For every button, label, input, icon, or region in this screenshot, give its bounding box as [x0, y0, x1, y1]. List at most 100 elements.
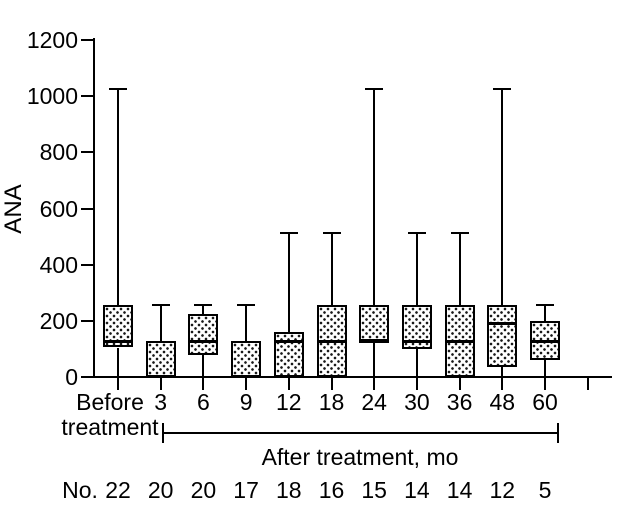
x-axis-tick	[159, 377, 162, 390]
x-axis-tick	[415, 377, 418, 390]
whisker-cap	[151, 304, 170, 307]
box	[103, 305, 133, 348]
whisker-line-lower	[373, 341, 376, 377]
x-category-label-line: 48	[489, 389, 516, 415]
y-axis-tick	[81, 95, 94, 98]
box	[188, 313, 219, 355]
median-line	[273, 339, 304, 343]
x-axis-tick	[458, 377, 461, 390]
whisker-cap	[194, 304, 213, 307]
x-category-label: 18	[307, 390, 357, 415]
whisker-line	[415, 233, 418, 306]
median-line	[103, 339, 133, 343]
median-line	[316, 339, 347, 343]
y-axis-tick	[81, 376, 94, 378]
y-tick-label: 1200	[26, 27, 78, 53]
x-category-label: 48	[477, 390, 527, 415]
x-axis-tick	[287, 377, 290, 390]
whisker-line-lower	[544, 360, 546, 377]
x-category-label-line: 24	[361, 389, 387, 415]
x-category-label-line: 30	[404, 389, 430, 415]
whisker-line	[202, 305, 205, 314]
y-axis-tick	[81, 39, 94, 41]
y-tick-label: 400	[39, 251, 78, 278]
box	[487, 305, 518, 368]
x-category-label: 12	[264, 390, 314, 415]
x-axis-tick	[330, 377, 333, 390]
box	[145, 341, 176, 377]
count-value: 5	[538, 477, 552, 503]
x-category-label-line: 9	[239, 389, 253, 415]
x-category-label: 9	[221, 390, 271, 415]
group-axis-label: After treatment, mo	[261, 444, 459, 470]
y-tick-label: 0	[65, 364, 78, 390]
y-axis-line	[93, 38, 95, 378]
whisker-line-lower	[501, 367, 504, 377]
median-line	[487, 321, 518, 325]
x-category-label: 6	[178, 390, 228, 415]
x-axis-tick	[202, 377, 205, 390]
x-axis-tick	[117, 377, 119, 390]
whisker-line	[245, 305, 248, 342]
whisker-cap	[237, 304, 256, 307]
x-axis-tick	[501, 377, 504, 390]
count-value: 18	[276, 477, 302, 503]
x-axis-tick	[373, 377, 376, 390]
y-tick-label: 200	[39, 307, 78, 334]
whisker-line	[501, 89, 504, 306]
y-axis-tick	[81, 151, 94, 154]
group-bracket-right-cap	[557, 423, 559, 443]
count-value: 20	[147, 477, 174, 503]
whisker-line-lower	[415, 348, 418, 377]
x-axis-line	[93, 376, 612, 378]
whisker-line	[373, 89, 376, 306]
x-category-label: 24	[349, 390, 399, 415]
x-category-label: 36	[435, 390, 485, 415]
whisker-line-lower	[117, 347, 119, 377]
count-value: 14	[404, 477, 430, 503]
count-value: 20	[190, 477, 217, 503]
x-axis-tick	[586, 377, 589, 390]
x-axis-tick	[245, 377, 248, 390]
median-line	[530, 339, 560, 343]
group-bracket-line	[163, 432, 558, 434]
count-value: 17	[233, 477, 259, 503]
count-value: 16	[318, 477, 345, 503]
whisker-line	[287, 233, 290, 333]
y-axis-tick	[81, 319, 94, 322]
whisker-cap	[365, 88, 384, 91]
median-line	[444, 339, 475, 343]
whisker-line	[458, 233, 461, 306]
count-value: 22	[105, 477, 131, 503]
whisker-cap	[407, 232, 426, 235]
whisker-cap	[450, 232, 469, 235]
box	[231, 341, 262, 377]
whisker-cap	[536, 304, 554, 307]
y-tick-label: 800	[39, 139, 78, 166]
whisker-cap	[322, 232, 341, 235]
whisker-line-lower	[202, 354, 205, 377]
whisker-cap	[279, 232, 298, 235]
x-category-label: 30	[392, 390, 442, 415]
y-axis-tick	[81, 263, 94, 266]
count-value: 15	[361, 477, 387, 503]
y-axis-tick	[81, 207, 94, 210]
x-category-label: 60	[520, 390, 570, 415]
y-tick-label: 600	[39, 195, 78, 222]
x-category-label-line: treatment	[61, 414, 159, 440]
whisker-line	[117, 89, 119, 306]
group-bracket-left-cap	[162, 423, 164, 443]
x-category-label: 3	[136, 390, 186, 415]
x-axis-tick	[544, 377, 546, 390]
median-line	[401, 339, 432, 343]
y-tick-label: 1000	[26, 83, 78, 110]
x-category-label: Before treatment	[50, 390, 170, 440]
count-value: 12	[489, 477, 516, 503]
median-line	[188, 339, 219, 343]
x-category-label-line: 36	[446, 389, 473, 415]
whisker-line	[544, 305, 546, 321]
x-category-label-line: 60	[532, 389, 558, 415]
count-value: 14	[446, 477, 473, 503]
box	[359, 305, 390, 342]
